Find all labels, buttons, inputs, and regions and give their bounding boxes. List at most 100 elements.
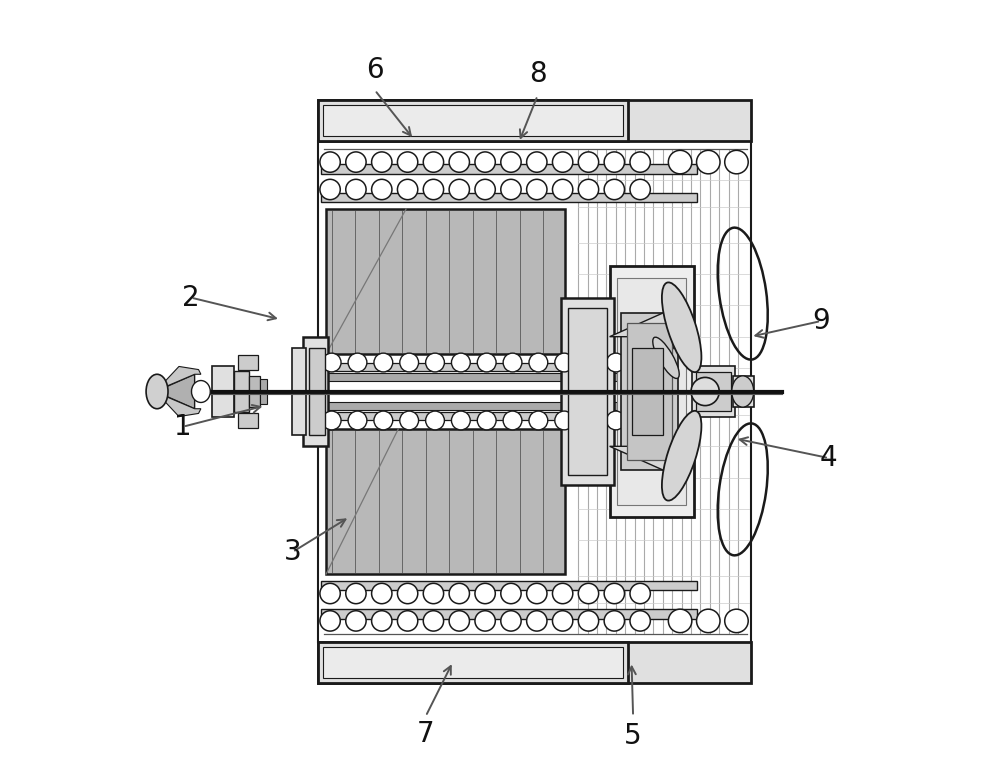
Ellipse shape bbox=[449, 611, 469, 631]
Ellipse shape bbox=[191, 381, 210, 402]
Ellipse shape bbox=[477, 411, 496, 430]
Ellipse shape bbox=[606, 353, 625, 372]
Bar bbox=[260, 379, 267, 404]
Polygon shape bbox=[610, 446, 680, 478]
Ellipse shape bbox=[320, 152, 340, 172]
Text: 1: 1 bbox=[174, 413, 192, 441]
Ellipse shape bbox=[555, 411, 574, 430]
Bar bbox=[610, 266, 694, 517]
Ellipse shape bbox=[630, 152, 650, 172]
Ellipse shape bbox=[653, 337, 679, 378]
Bar bbox=[321, 609, 697, 619]
Text: 4: 4 bbox=[820, 444, 838, 472]
Bar bbox=[321, 363, 646, 371]
Ellipse shape bbox=[397, 583, 418, 604]
Ellipse shape bbox=[475, 179, 495, 200]
Bar bbox=[321, 373, 646, 381]
Ellipse shape bbox=[397, 152, 418, 172]
Bar bbox=[321, 164, 697, 174]
Ellipse shape bbox=[581, 353, 599, 372]
Ellipse shape bbox=[578, 179, 599, 200]
Ellipse shape bbox=[552, 583, 573, 604]
Bar bbox=[617, 278, 686, 505]
Ellipse shape bbox=[374, 353, 393, 372]
Ellipse shape bbox=[346, 583, 366, 604]
Ellipse shape bbox=[697, 150, 720, 174]
Ellipse shape bbox=[477, 353, 496, 372]
Ellipse shape bbox=[374, 411, 393, 430]
Bar bbox=[318, 642, 751, 683]
Ellipse shape bbox=[322, 411, 341, 430]
Ellipse shape bbox=[552, 179, 573, 200]
Ellipse shape bbox=[372, 583, 392, 604]
Ellipse shape bbox=[527, 152, 547, 172]
Bar bbox=[318, 100, 751, 141]
Ellipse shape bbox=[725, 150, 748, 174]
Ellipse shape bbox=[503, 411, 522, 430]
Polygon shape bbox=[155, 392, 201, 417]
Bar bbox=[318, 642, 628, 683]
Ellipse shape bbox=[555, 353, 574, 372]
Ellipse shape bbox=[423, 152, 444, 172]
Ellipse shape bbox=[604, 583, 624, 604]
Ellipse shape bbox=[697, 609, 720, 633]
Bar bbox=[696, 372, 731, 411]
Bar bbox=[326, 429, 565, 574]
Ellipse shape bbox=[449, 179, 469, 200]
Ellipse shape bbox=[606, 411, 625, 430]
Bar bbox=[303, 337, 328, 446]
Ellipse shape bbox=[529, 353, 548, 372]
Ellipse shape bbox=[146, 374, 168, 409]
Ellipse shape bbox=[423, 179, 444, 200]
Ellipse shape bbox=[662, 411, 701, 500]
Ellipse shape bbox=[400, 411, 419, 430]
Ellipse shape bbox=[426, 353, 444, 372]
Ellipse shape bbox=[501, 583, 521, 604]
Ellipse shape bbox=[320, 583, 340, 604]
Ellipse shape bbox=[503, 353, 522, 372]
Ellipse shape bbox=[668, 609, 692, 633]
Ellipse shape bbox=[426, 411, 444, 430]
Ellipse shape bbox=[630, 583, 650, 604]
Ellipse shape bbox=[449, 152, 469, 172]
Ellipse shape bbox=[662, 283, 701, 372]
Ellipse shape bbox=[348, 353, 367, 372]
Bar bbox=[733, 376, 754, 407]
Polygon shape bbox=[610, 305, 680, 337]
Text: 8: 8 bbox=[529, 60, 546, 88]
Bar bbox=[568, 308, 607, 475]
Ellipse shape bbox=[501, 152, 521, 172]
Ellipse shape bbox=[604, 611, 624, 631]
Polygon shape bbox=[155, 366, 201, 392]
Ellipse shape bbox=[449, 583, 469, 604]
Text: 3: 3 bbox=[284, 538, 301, 566]
Bar bbox=[321, 581, 697, 590]
Bar bbox=[249, 376, 260, 407]
Polygon shape bbox=[155, 374, 195, 409]
Ellipse shape bbox=[322, 353, 341, 372]
Ellipse shape bbox=[348, 411, 367, 430]
Ellipse shape bbox=[552, 611, 573, 631]
Bar bbox=[692, 366, 735, 417]
Text: 6: 6 bbox=[366, 56, 384, 85]
Ellipse shape bbox=[475, 152, 495, 172]
Ellipse shape bbox=[397, 611, 418, 631]
Ellipse shape bbox=[397, 179, 418, 200]
Ellipse shape bbox=[581, 411, 599, 430]
Ellipse shape bbox=[501, 179, 521, 200]
Ellipse shape bbox=[475, 611, 495, 631]
Bar bbox=[321, 402, 646, 410]
Ellipse shape bbox=[578, 611, 599, 631]
Bar bbox=[238, 355, 258, 370]
Ellipse shape bbox=[630, 611, 650, 631]
Bar bbox=[234, 371, 249, 412]
Ellipse shape bbox=[475, 583, 495, 604]
Bar bbox=[309, 348, 325, 435]
Bar bbox=[627, 323, 672, 460]
Ellipse shape bbox=[725, 609, 748, 633]
Bar bbox=[321, 193, 697, 202]
Polygon shape bbox=[661, 337, 680, 358]
Ellipse shape bbox=[604, 179, 624, 200]
Bar bbox=[323, 105, 623, 136]
Ellipse shape bbox=[527, 611, 547, 631]
